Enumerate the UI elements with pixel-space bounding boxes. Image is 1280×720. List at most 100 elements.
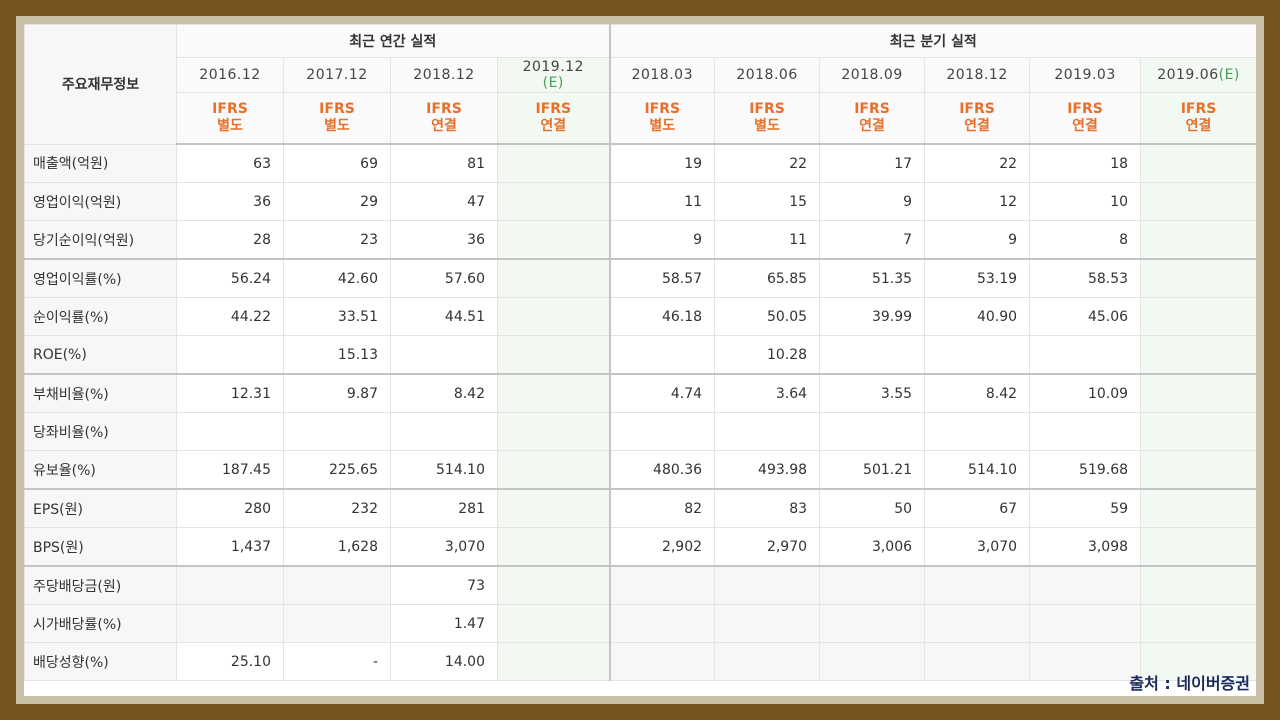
- table-row: EPS(원) 280 232 281 82 83 50 67 59: [24, 488, 1256, 528]
- table-cell: 40.90: [924, 297, 1031, 336]
- row-label: 당기순이익(억원): [24, 220, 177, 260]
- table-cell: [1029, 335, 1142, 375]
- table-cell: 22: [714, 143, 821, 183]
- table-cell: 25.10: [176, 642, 284, 681]
- table-cell: 69: [283, 143, 391, 183]
- table-cell: 3.55: [819, 373, 926, 413]
- table-cell: [819, 335, 926, 375]
- table-cell: 44.51: [390, 297, 498, 336]
- table-cell: [283, 604, 391, 643]
- table-cell: 2,970: [714, 527, 821, 567]
- table-cell: 3.64: [714, 373, 821, 413]
- table-cell: [1140, 182, 1256, 221]
- row-label: ROE(%): [24, 335, 177, 375]
- table-cell: 4.74: [608, 373, 716, 413]
- row-label: 유보율(%): [24, 450, 177, 490]
- period-header: 2018.06: [714, 57, 821, 93]
- table-row: 영업이익률(%) 56.24 42.60 57.60 58.57 65.85 51.35 53…: [24, 258, 1256, 298]
- table-cell: 225.65: [283, 450, 391, 490]
- ifrs-standard: IFRS: [1067, 101, 1103, 117]
- table-cell: 10.09: [1029, 373, 1142, 413]
- table-cell: [608, 604, 716, 643]
- table-cell: 63: [176, 143, 284, 183]
- table-cell: [1140, 488, 1256, 528]
- period-header: 2017.12: [283, 57, 391, 93]
- table-cell: 67: [924, 488, 1031, 528]
- table-cell: 1,437: [176, 527, 284, 567]
- ifrs-basis: 연결: [859, 118, 885, 134]
- table-cell: 9: [608, 220, 716, 260]
- table-row: 주당배당금(원) 73: [24, 565, 1256, 605]
- period-label: 2016.12: [199, 67, 261, 83]
- ifrs-standard: IFRS: [1180, 101, 1217, 117]
- ifrs-header: IFRS 연결: [390, 92, 498, 145]
- table-cell: [390, 335, 498, 375]
- ifrs-basis: 연결: [1185, 118, 1212, 134]
- table-cell: [283, 565, 391, 605]
- estimate-marker: (E): [542, 75, 564, 91]
- table-cell: 57.60: [390, 258, 498, 298]
- table-cell: 281: [390, 488, 498, 528]
- table-cell: 58.53: [1029, 258, 1142, 298]
- ifrs-standard: IFRS: [426, 101, 462, 117]
- table-cell: 33.51: [283, 297, 391, 336]
- table-cell: [176, 335, 284, 375]
- table-cell: 36: [176, 182, 284, 221]
- table-cell: [608, 412, 716, 451]
- period-header-row: 2016.12 2017.12 2018.12 2019.12 (E) 2018.03 20…: [25, 57, 1256, 93]
- table-cell: [176, 604, 284, 643]
- table-cell: [924, 565, 1031, 605]
- table-cell: [1029, 604, 1142, 643]
- ifrs-standard: IFRS: [749, 101, 785, 117]
- period-header: 2016.12: [176, 57, 284, 93]
- table-cell: 53.19: [924, 258, 1031, 298]
- financial-table-sheet: 주요재무정보 최근 연간 실적 최근 분기 실적 2016.12 2017.12 2…: [24, 24, 1256, 696]
- table-cell: 44.22: [176, 297, 284, 336]
- table-cell: 11: [608, 182, 716, 221]
- table-cell: [496, 527, 611, 567]
- row-label: 순이익률(%): [24, 297, 177, 336]
- table-cell: 46.18: [608, 297, 716, 336]
- table-cell: [1140, 258, 1256, 298]
- table-cell: [1140, 642, 1256, 681]
- table-cell: 9: [924, 220, 1031, 260]
- table-row: 영업이익(억원) 36 29 47 11 15 9 12 10: [24, 182, 1256, 221]
- source-label: 출처 : 네이버증권: [1129, 674, 1250, 693]
- ifrs-basis: 연결: [540, 118, 567, 134]
- table-cell: [496, 565, 611, 605]
- period-header: 2019.06(E): [1140, 57, 1256, 93]
- table-cell: 50: [819, 488, 926, 528]
- ifrs-standard: IFRS: [535, 101, 572, 117]
- estimate-marker: (E): [1218, 67, 1240, 83]
- table-cell: 14.00: [390, 642, 498, 681]
- table-row: 당기순이익(억원) 28 23 36 9 11 7 9 8: [24, 220, 1256, 260]
- table-cell: 23: [283, 220, 391, 260]
- table-cell: 12: [924, 182, 1031, 221]
- table-cell: [819, 604, 926, 643]
- table-cell: 1.47: [390, 604, 498, 643]
- table-cell: [496, 450, 611, 490]
- table-cell: [1140, 335, 1256, 375]
- table-cell: [1140, 297, 1256, 336]
- table-cell: 232: [283, 488, 391, 528]
- table-cell: [1140, 220, 1256, 260]
- table-cell: [496, 143, 611, 183]
- ifrs-header: IFRS 별도: [714, 92, 821, 145]
- table-cell: [496, 220, 611, 260]
- table-cell: 2,902: [608, 527, 716, 567]
- table-cell: 519.68: [1029, 450, 1142, 490]
- table-cell: 11: [714, 220, 821, 260]
- ifrs-header: IFRS 연결: [1029, 92, 1142, 145]
- table-cell: 56.24: [176, 258, 284, 298]
- table-cell: [714, 565, 821, 605]
- table-cell: [608, 565, 716, 605]
- table-cell: 15.13: [283, 335, 391, 375]
- table-cell: 58.57: [608, 258, 716, 298]
- ifrs-header: IFRS 별도: [283, 92, 391, 145]
- table-cell: [1029, 565, 1142, 605]
- table-cell: 45.06: [1029, 297, 1142, 336]
- quarter-header: 최근 분기 실적: [608, 24, 1256, 58]
- table-cell: 83: [714, 488, 821, 528]
- table-cell: [1140, 412, 1256, 451]
- table-cell: [390, 412, 498, 451]
